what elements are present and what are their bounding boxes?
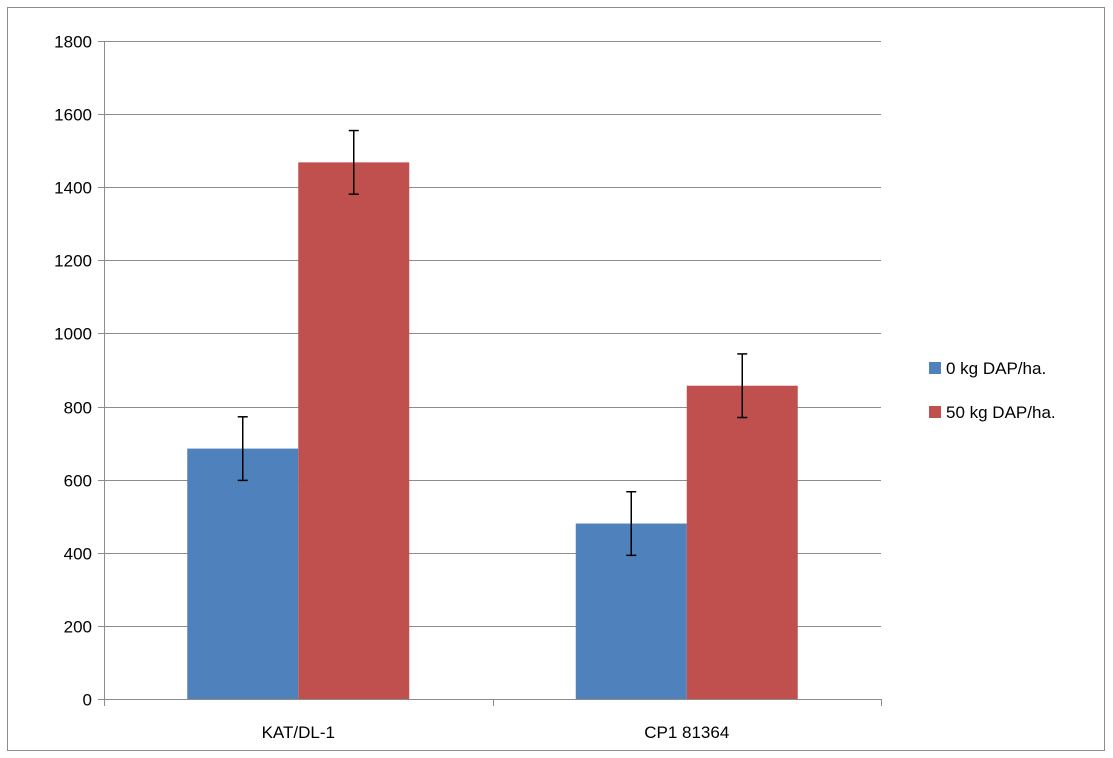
y-tick-label: 200 <box>64 618 92 637</box>
y-tick-label: 1000 <box>54 325 92 344</box>
y-tick-label: 400 <box>64 545 92 564</box>
bar-0-kg-dap-ha--0 <box>187 448 299 699</box>
y-tick-label: 1600 <box>54 106 92 125</box>
bar-50-kg-dap-ha--0 <box>298 162 410 699</box>
legend: 0 kg DAP/ha. 50 kg DAP/ha. <box>929 359 1056 422</box>
y-tick-label: 1800 <box>54 33 92 52</box>
y-tick-label: 0 <box>83 691 92 710</box>
x-tick-label: CP1 81364 <box>644 723 729 742</box>
bars <box>187 162 798 699</box>
legend-label: 0 kg DAP/ha. <box>946 359 1046 378</box>
axes <box>98 41 882 706</box>
legend-swatch <box>929 406 941 418</box>
y-tick-label: 600 <box>64 472 92 491</box>
x-tick-labels: KAT/DL-1 CP1 81364 <box>262 723 730 742</box>
legend-swatch <box>929 362 941 374</box>
bar-50-kg-dap-ha--1 <box>686 385 798 699</box>
y-tick-labels: 0 200 400 600 800 1000 1200 1400 1600 1800 <box>54 33 92 710</box>
x-tick-label: KAT/DL-1 <box>262 723 335 742</box>
y-tick-label: 1200 <box>54 252 92 271</box>
y-tick-label: 1400 <box>54 179 92 198</box>
y-tick-label: 800 <box>64 399 92 418</box>
legend-label: 50 kg DAP/ha. <box>946 403 1056 422</box>
error-bars <box>237 129 748 557</box>
